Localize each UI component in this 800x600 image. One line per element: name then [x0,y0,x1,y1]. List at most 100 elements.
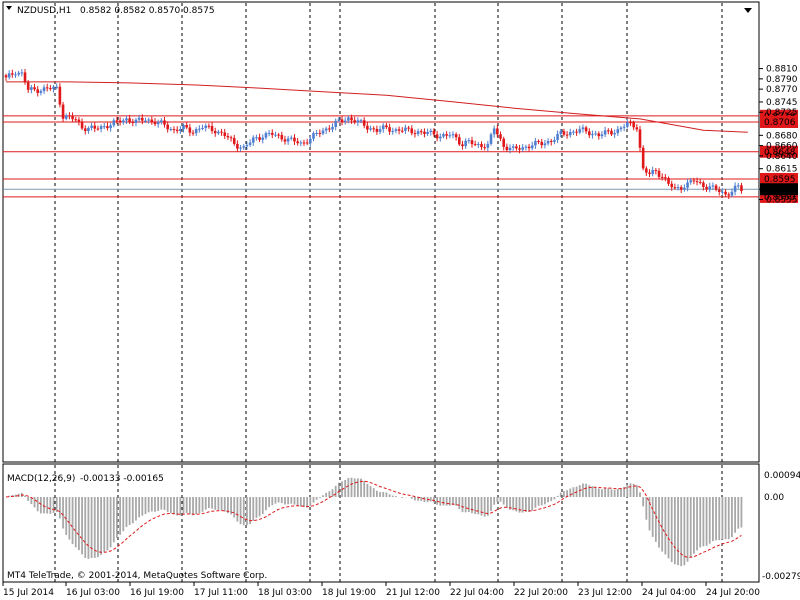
candle-body-133 [426,132,429,134]
candle-body-43 [141,117,144,121]
candle-body-159 [508,147,512,151]
macd-scale-bottom: -0.00279 [762,572,800,582]
candle-body-71 [229,137,233,139]
candle-body-152 [486,143,490,148]
candle-body-176 [562,131,566,135]
candle-body-221 [705,186,708,190]
candle-body-126 [404,127,407,131]
macd-pane [2,463,760,583]
price-tick-label-3: 0.8745 [766,98,798,108]
time-axis: 15 Jul 2014 16 Jul 03:00 16 Jul 19:00 17 Ju… [2,582,760,598]
candle-body-145 [464,140,467,147]
candle-body-12 [42,87,46,92]
candle-body-80 [258,137,261,140]
candle-body-154 [492,128,496,135]
candle-body-10 [36,89,39,93]
time-label-4: 18 Jul 03:00 [258,588,312,598]
candle-body-26 [87,127,90,132]
candle-body-60 [194,129,198,134]
collapse-triangle-icon[interactable] [6,6,12,10]
candle-body-208 [664,177,667,179]
candle-body-73 [236,143,239,149]
candle-body-95 [305,142,309,144]
candle-body-192 [613,133,616,135]
candle-body-15 [52,86,55,90]
time-label-9: 23 Jul 12:00 [578,588,632,598]
candle-body-212 [676,187,680,189]
candle-body-209 [667,178,670,184]
candle-body-68 [220,131,223,133]
candle-body-83 [267,132,271,134]
scroll-triangle-icon[interactable] [744,8,752,13]
candle-body-203 [648,172,651,174]
candle-body-197 [629,122,632,124]
candle-body-207 [660,176,664,178]
copyright-text: MT4 TeleTrade, © 2001-2014, MetaQuotes S… [7,571,267,581]
candle-body-132 [423,131,426,134]
level-label-3: 0.8595 [764,175,796,185]
candle-body-134 [429,130,433,133]
candle-body-46 [150,119,154,122]
candle-body-170 [543,143,547,146]
candle-body-222 [708,186,712,190]
candle-body-139 [445,134,448,136]
candle-body-168 [537,140,540,142]
candle-body-103 [331,126,334,130]
candle-body-54 [175,129,179,131]
candle-body-34 [112,120,116,126]
candle-body-150 [480,144,483,148]
candle-body-16 [55,86,59,88]
candle-body-188 [600,134,604,137]
price-tick-label-9: 0.8575 [766,185,798,195]
candle-body-195 [622,126,626,128]
candle-body-127 [407,127,410,129]
candle-body-210 [670,183,673,188]
candle-body-112 [359,120,363,122]
candle-body-114 [366,125,369,130]
candle-body-8 [30,87,33,90]
candle-body-204 [651,170,654,174]
time-label-6: 21 Jul 12:00 [386,588,440,598]
candles [4,68,743,200]
price-tick-label-10: 0.8555 [766,195,798,205]
candle-body-186 [594,133,597,135]
candle-body-98 [315,133,318,135]
time-label-2: 16 Jul 19:00 [130,588,184,598]
candle-body-38 [125,118,128,121]
price-tick-label-5: 0.8680 [766,131,798,141]
time-label-3: 17 Jul 11:00 [194,588,248,598]
candle-body-201 [641,147,645,169]
candle-body-21 [71,115,74,120]
candle-body-40 [131,121,135,123]
candle-body-81 [261,137,265,140]
candle-body-151 [483,147,486,149]
candle-body-0 [4,75,8,78]
candle-body-24 [80,121,84,129]
candle-body-141 [451,134,455,136]
candle-body-4 [17,72,20,75]
candle-body-23 [77,119,81,122]
candle-body-185 [591,134,594,136]
candle-body-181 [578,129,582,133]
candle-body-6 [23,72,27,83]
price-tick-label-2: 0.8770 [766,85,798,95]
candle-body-92 [296,141,299,144]
candle-body-28 [93,125,97,129]
candle-body-20 [68,115,71,117]
moving-average [6,81,748,133]
candle-body-109 [350,117,353,121]
candle-body-102 [328,128,331,130]
candle-body-225 [717,189,721,192]
candle-body-167 [534,140,537,146]
candle-body-32 [106,126,109,129]
candle-body-163 [521,147,525,150]
time-label-8: 22 Jul 20:00 [514,588,568,598]
candle-body-91 [293,137,296,142]
candle-body-90 [290,137,293,139]
candle-body-191 [610,130,613,135]
candle-body-124 [397,129,401,131]
candle-body-227 [724,191,727,195]
candle-body-51 [166,124,169,130]
candle-body-215 [686,182,689,188]
